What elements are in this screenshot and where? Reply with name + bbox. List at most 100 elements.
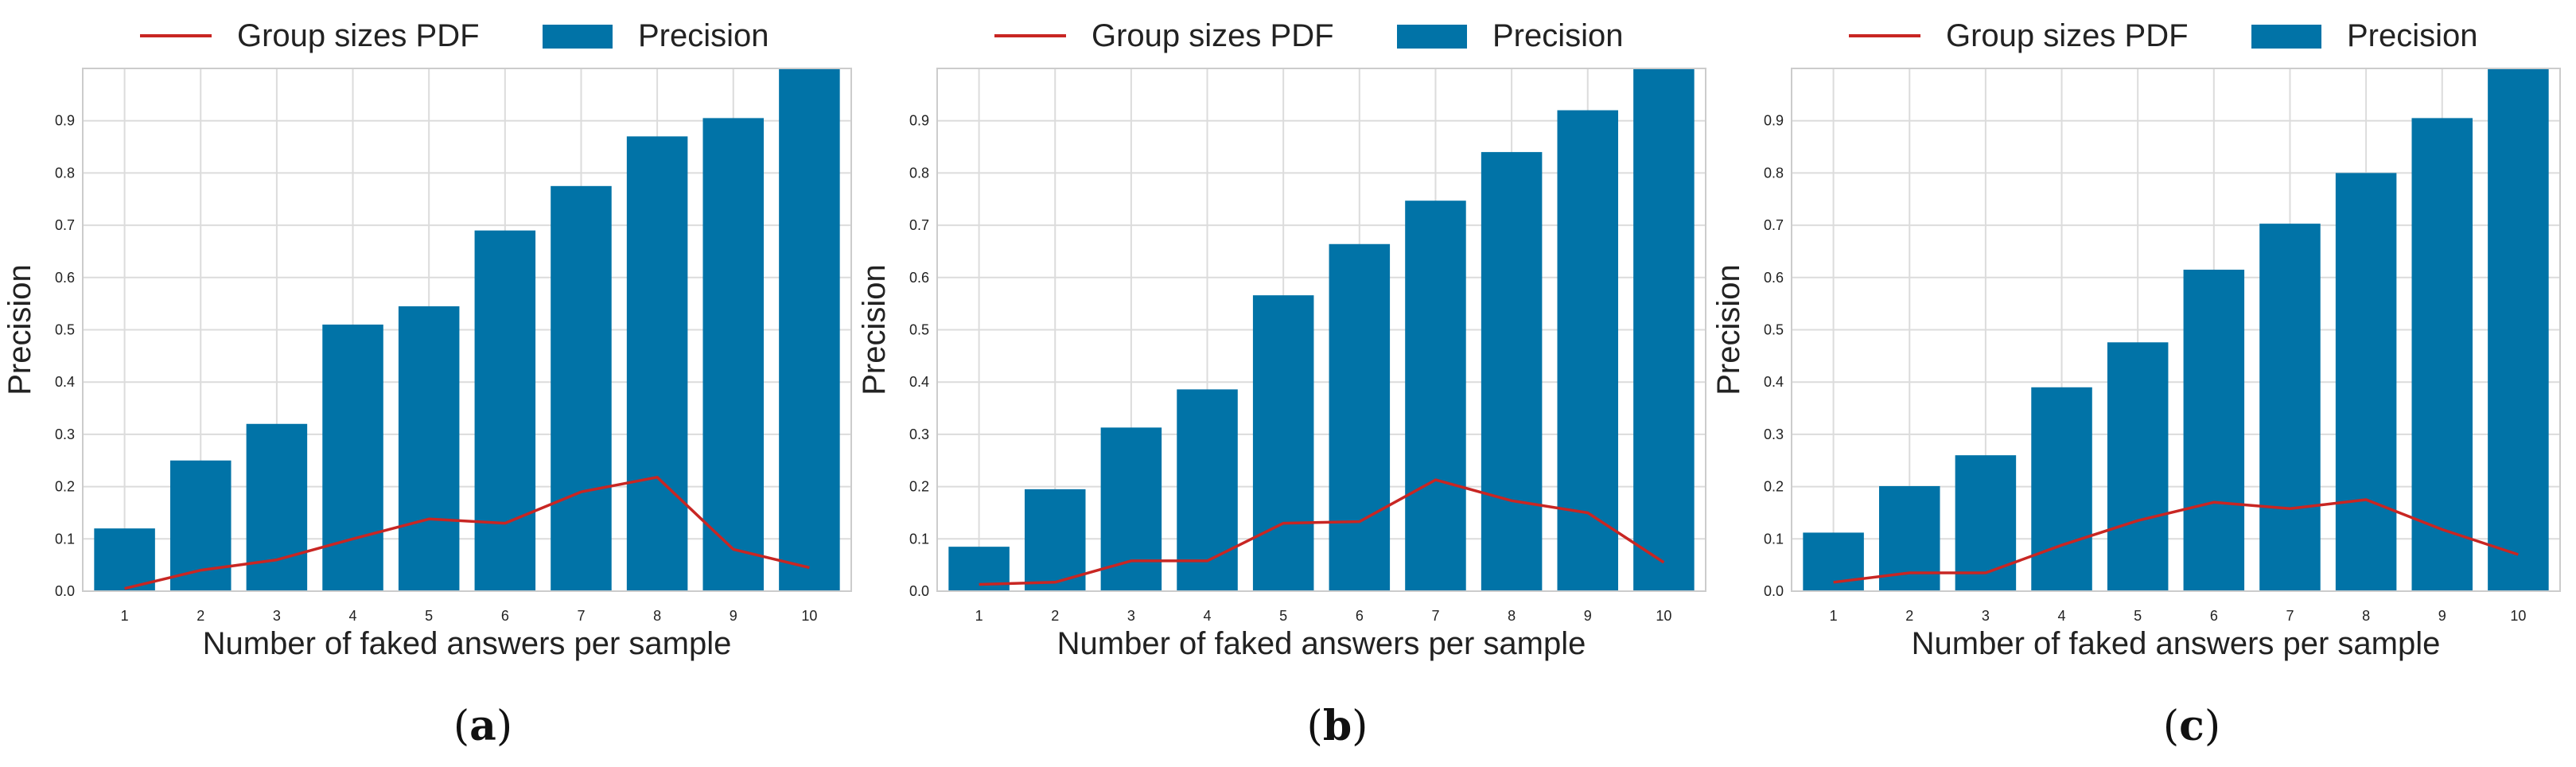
y-tick-label: 0.3 [55, 426, 75, 442]
bar [474, 230, 536, 591]
bar [2107, 342, 2169, 591]
plot-frame [82, 68, 852, 592]
bar [1100, 427, 1162, 591]
y-axis-label: Precision [857, 264, 892, 395]
y-tick-label: 0.4 [1764, 374, 1784, 390]
bar [94, 528, 155, 591]
pdf-line [124, 476, 810, 590]
x-tick-label: 2 [1905, 608, 1913, 624]
x-tick-label: 8 [2362, 608, 2370, 624]
y-tick-label: 0.9 [55, 113, 75, 129]
bar [2259, 224, 2321, 591]
y-tick-label: 0.6 [909, 270, 929, 286]
x-tick-label: 9 [2438, 608, 2446, 624]
y-tick-label: 0.0 [55, 583, 75, 599]
x-tick-label: 2 [197, 608, 204, 624]
y-tick-label: 0.8 [1764, 165, 1784, 181]
y-tick-label: 0.5 [909, 322, 929, 338]
bar [398, 306, 460, 591]
x-tick-label: 5 [425, 608, 433, 624]
x-tick-label: 7 [1431, 608, 1439, 624]
bar [1252, 295, 1314, 591]
x-tick-label: 4 [2058, 608, 2066, 624]
bar [2183, 269, 2245, 591]
bar [1955, 455, 2017, 591]
y-axis-label: Precision [1711, 264, 1746, 395]
legend-label-pdf: Group sizes PDF [237, 18, 480, 53]
bar [2411, 118, 2473, 592]
y-tick-label: 0.8 [909, 165, 929, 181]
x-tick-label: 4 [1204, 608, 1212, 624]
x-tick-label: 2 [1051, 608, 1059, 624]
y-tick-label: 0.8 [55, 165, 75, 181]
x-tick-label: 1 [121, 608, 129, 624]
bar [322, 324, 383, 591]
x-tick-label: 7 [2286, 608, 2294, 624]
panel-caption: (a) [453, 702, 512, 750]
y-tick-label: 0.4 [55, 374, 75, 390]
x-tick-label: 5 [2134, 608, 2142, 624]
legend-label-precision: Precision [2347, 18, 2478, 53]
legend-bar-swatch [543, 25, 613, 49]
bar [1803, 532, 1864, 591]
x-tick-label: 8 [1508, 608, 1516, 624]
x-tick-label: 1 [1830, 608, 1838, 624]
legend-label-pdf: Group sizes PDF [1946, 18, 2189, 53]
y-tick-label: 0.0 [909, 583, 929, 599]
y-tick-label: 0.5 [55, 322, 75, 338]
x-tick-label: 10 [1656, 608, 1671, 624]
x-tick-label: 10 [801, 608, 817, 624]
bar [246, 423, 308, 591]
x-tick-label: 6 [501, 608, 509, 624]
x-tick-label: 10 [2510, 608, 2526, 624]
bar [1557, 110, 1619, 591]
y-tick-label: 0.7 [55, 217, 75, 233]
x-axis-label: Number of faked answers per sample [203, 626, 732, 661]
legend-bar-swatch [1397, 25, 1467, 49]
panel-caption: (c) [2163, 702, 2220, 750]
bar [1405, 201, 1466, 591]
x-tick-label: 1 [975, 608, 983, 624]
y-tick-label: 0.3 [1764, 426, 1784, 442]
y-tick-label: 0.1 [55, 531, 75, 547]
bar [1481, 152, 1543, 591]
bar [779, 68, 840, 591]
bar [1633, 68, 1695, 591]
bar [551, 185, 612, 591]
chart-panel-c: 0.0 0.1 0.2 0.3 0.4 0.5 0.6 0.7 0.8 0.9 1 2 3 4 5 6 7 8 9 1… [1711, 18, 2561, 750]
chart-panel-a: 0.0 0.1 0.2 0.3 0.4 0.5 0.6 0.7 0.8 0.9 1 2 3 4 5 6 7 8 9 1… [2, 18, 852, 750]
bar [702, 118, 765, 592]
legend-label-precision: Precision [1492, 18, 1624, 53]
plot-frame [936, 68, 1706, 592]
x-axis-label: Number of faked answers per sample [1057, 626, 1586, 661]
y-tick-label: 0.5 [1764, 322, 1784, 338]
pdf-line [979, 478, 1665, 586]
y-tick-label: 0.3 [909, 426, 929, 442]
y-tick-label: 0.0 [1764, 583, 1784, 599]
legend-label-precision: Precision [638, 18, 769, 53]
y-tick-label: 0.7 [909, 217, 929, 233]
x-tick-label: 7 [577, 608, 585, 624]
x-tick-label: 3 [273, 608, 281, 624]
x-tick-label: 3 [1982, 608, 1990, 624]
bar [1177, 389, 1238, 591]
chart-panel-b: 0.0 0.1 0.2 0.3 0.4 0.5 0.6 0.7 0.8 0.9 1 2 3 4 5 6 7 8 9 1… [857, 18, 1706, 750]
legend-bar-swatch [2251, 25, 2321, 49]
y-tick-label: 0.2 [55, 479, 75, 495]
x-tick-label: 6 [2210, 608, 2218, 624]
y-tick-label: 0.2 [909, 479, 929, 495]
panel-caption: (b) [1307, 702, 1368, 750]
pdf-line [1833, 498, 2519, 584]
y-tick-label: 0.9 [909, 113, 929, 129]
x-tick-label: 4 [349, 608, 357, 624]
x-tick-label: 3 [1127, 608, 1135, 624]
y-tick-label: 0.4 [909, 374, 929, 390]
y-tick-label: 0.6 [1764, 270, 1784, 286]
x-tick-label: 9 [1584, 608, 1592, 624]
y-tick-label: 0.7 [1764, 217, 1784, 233]
y-tick-label: 0.9 [1764, 113, 1784, 129]
x-tick-label: 8 [653, 608, 661, 624]
y-tick-label: 0.2 [1764, 479, 1784, 495]
x-axis-label: Number of faked answers per sample [1912, 626, 2441, 661]
